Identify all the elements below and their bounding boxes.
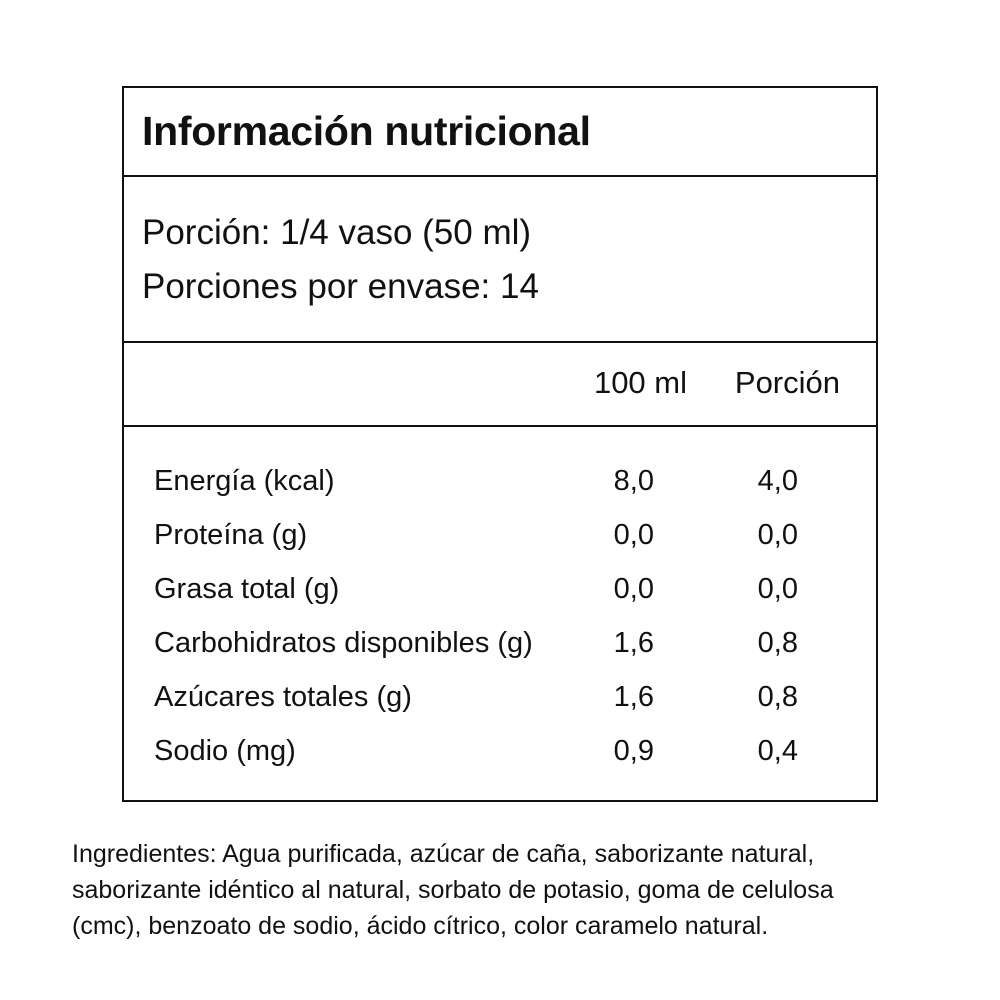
column-header-serving: Porción [734, 365, 840, 400]
nutrient-name: Proteína (g) [154, 519, 308, 551]
ingredients-line: (cmc), benzoato de sodio, ácido cítrico,… [72, 912, 769, 940]
table-row: Grasa total (g) 0,0 0,0 [124, 573, 876, 613]
value-per-100ml: 0,0 [613, 573, 654, 605]
value-per-100ml: 8,0 [613, 465, 654, 497]
panel-title: Información nutricional [142, 108, 591, 154]
servings-per-container: Porciones por envase: 14 [142, 267, 539, 306]
ingredients-text: Ingredientes: Agua purificada, azúcar de… [72, 836, 932, 944]
table-row: Sodio (mg) 0,9 0,4 [124, 735, 876, 775]
column-header-100ml: 100 ml [593, 365, 687, 400]
value-per-serving: 0,8 [757, 681, 798, 713]
nutrient-name: Azúcares totales (g) [154, 681, 412, 713]
nutrition-facts-panel: Información nutricional Porción: 1/4 vas… [122, 86, 878, 802]
table-row: Proteína (g) 0,0 0,0 [124, 519, 876, 559]
nutrient-name: Grasa total (g) [154, 573, 340, 605]
value-per-100ml: 0,0 [613, 519, 654, 551]
value-per-100ml: 1,6 [613, 681, 654, 713]
value-per-serving: 4,0 [757, 465, 798, 497]
ingredients-line: saborizante idéntico al natural, sorbato… [72, 876, 834, 904]
serving-size: Porción: 1/4 vaso (50 ml) [142, 213, 532, 252]
table-row: Carbohidratos disponibles (g) 1,6 0,8 [124, 627, 876, 667]
value-per-serving: 0,8 [757, 627, 798, 659]
table-row: Energía (kcal) 8,0 4,0 [124, 465, 876, 505]
value-per-serving: 0,0 [757, 519, 798, 551]
value-per-100ml: 0,9 [613, 735, 654, 767]
nutrient-name: Energía (kcal) [154, 465, 335, 497]
value-per-100ml: 1,6 [613, 627, 654, 659]
column-header-section: 100 ml Porción [124, 343, 876, 427]
value-per-serving: 0,4 [757, 735, 798, 767]
title-section: Información nutricional [124, 88, 876, 177]
serving-section: Porción: 1/4 vaso (50 ml) Porciones por … [124, 177, 876, 343]
value-per-serving: 0,0 [757, 573, 798, 605]
nutrient-name: Carbohidratos disponibles (g) [154, 627, 533, 659]
nutrient-table: Energía (kcal) 8,0 4,0 Proteína (g) 0,0 … [124, 427, 876, 800]
nutrient-name: Sodio (mg) [154, 735, 296, 767]
table-row: Azúcares totales (g) 1,6 0,8 [124, 681, 876, 721]
ingredients-line: Ingredientes: Agua purificada, azúcar de… [72, 840, 815, 868]
